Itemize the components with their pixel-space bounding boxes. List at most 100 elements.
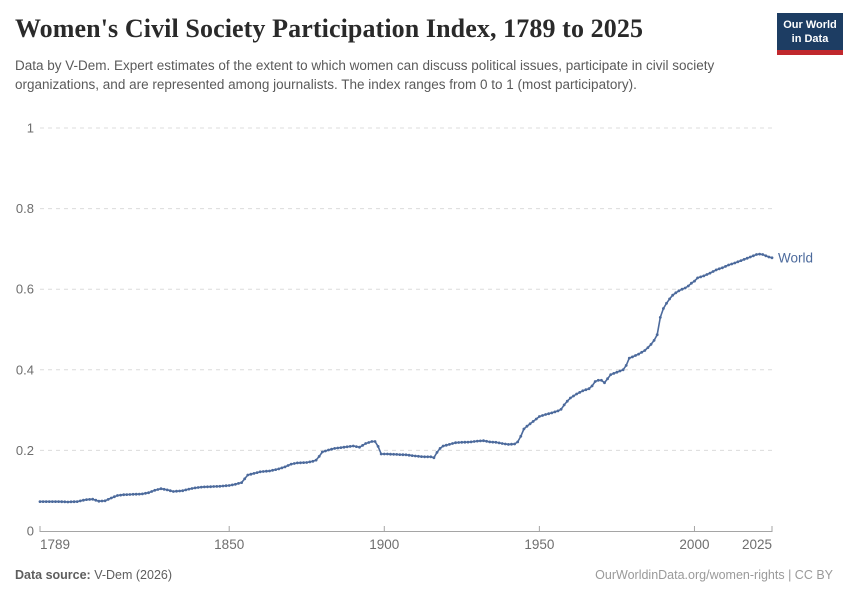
series-point <box>488 440 492 444</box>
series-point <box>410 454 414 457</box>
series-point <box>106 498 110 501</box>
series-point <box>500 442 504 445</box>
series-point <box>141 492 144 496</box>
series-point <box>379 452 383 456</box>
owid-logo[interactable]: Our World in Data <box>777 13 843 55</box>
series-point <box>640 350 644 354</box>
series-point <box>283 465 287 469</box>
series-point <box>708 271 712 275</box>
series-point <box>547 412 551 416</box>
series-point <box>296 461 299 465</box>
series-point <box>581 389 585 393</box>
series-point <box>649 343 653 346</box>
series-point <box>423 455 426 459</box>
series-point <box>246 473 250 477</box>
series-point <box>407 453 411 457</box>
series-point <box>479 439 482 443</box>
series-point <box>550 411 554 415</box>
series-point <box>413 454 417 458</box>
series-point <box>382 452 386 456</box>
series-point <box>609 373 613 376</box>
series-point <box>339 446 343 449</box>
data-source-value: V-Dem (2026) <box>90 568 173 582</box>
series-point <box>724 265 727 268</box>
series-point <box>432 456 436 460</box>
series-point <box>646 346 650 349</box>
series-point <box>85 498 88 501</box>
series-point <box>203 485 206 489</box>
series-point <box>435 451 439 454</box>
series-point <box>665 301 668 305</box>
series-point <box>274 468 278 471</box>
series-point <box>324 449 327 453</box>
series-point <box>662 307 665 310</box>
series-point <box>674 291 678 295</box>
license-credit-link[interactable]: OurWorldinData.org/women-rights | CC BY <box>595 568 833 582</box>
series-point <box>634 354 637 357</box>
series-point <box>454 441 457 445</box>
series-point <box>100 499 104 503</box>
series-point <box>631 355 634 359</box>
series-point <box>522 427 526 431</box>
series-point <box>429 455 433 459</box>
series-point <box>398 453 402 456</box>
series-point <box>733 261 737 265</box>
series-point <box>624 364 628 367</box>
series-point <box>212 485 216 488</box>
series-point <box>600 378 603 382</box>
series-point <box>355 445 358 448</box>
series-point <box>569 396 572 400</box>
series-point <box>187 487 191 491</box>
series-point <box>705 273 709 276</box>
series-point <box>770 256 774 260</box>
series-point <box>702 274 706 278</box>
y-axis-tick-label: 0.6 <box>16 282 34 297</box>
series-point <box>364 442 368 445</box>
series-point <box>75 500 79 503</box>
data-source-note: Data source: V-Dem (2026) <box>15 568 172 582</box>
series-point <box>376 445 380 448</box>
series-point <box>249 472 253 476</box>
series-point <box>109 496 113 500</box>
series-point <box>389 452 392 456</box>
series-point <box>671 293 675 297</box>
x-axis-tick-label: 1950 <box>524 537 554 552</box>
series-point <box>116 494 119 497</box>
series-line-world[interactable] <box>40 253 773 503</box>
series-point <box>66 500 70 504</box>
series-point <box>627 356 631 360</box>
series-point <box>345 445 349 449</box>
y-axis-tick-label: 0.2 <box>16 443 34 458</box>
series-point <box>404 453 408 457</box>
series-point <box>156 488 160 491</box>
series-point <box>668 297 671 301</box>
series-point <box>615 370 619 374</box>
y-axis-tick-label: 0.8 <box>16 201 34 216</box>
series-end-label[interactable]: World <box>778 250 813 265</box>
series-point <box>271 468 274 472</box>
series-point <box>147 491 151 495</box>
series-point <box>218 484 222 488</box>
series-point <box>193 486 197 490</box>
series-point <box>178 489 182 493</box>
series-point <box>317 455 321 458</box>
series-point <box>466 440 470 444</box>
series-point <box>91 497 95 501</box>
series-point <box>342 445 346 449</box>
series-point <box>519 434 523 438</box>
series-point <box>305 461 309 464</box>
series-point <box>94 498 98 502</box>
series-point <box>596 378 600 382</box>
series-point <box>510 442 513 446</box>
series-point <box>168 489 172 493</box>
series-point <box>538 415 541 418</box>
series-point <box>587 387 591 391</box>
series-point <box>463 440 467 444</box>
series-point <box>658 316 662 319</box>
series-point <box>559 407 563 411</box>
series-point <box>367 441 371 444</box>
series-point <box>643 349 647 352</box>
series-point <box>60 500 64 504</box>
